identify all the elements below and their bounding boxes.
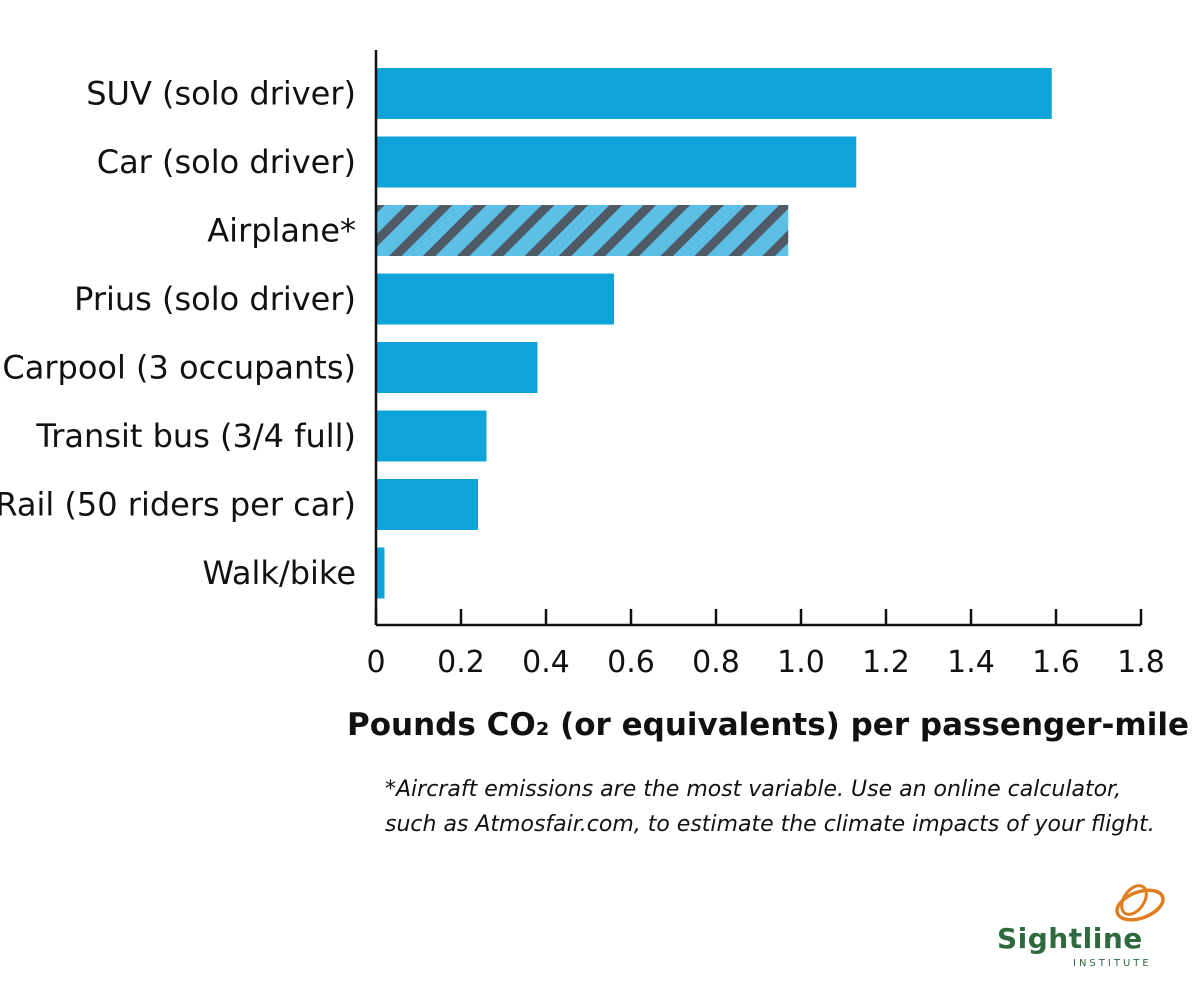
x-tick-label-2: 0.2	[437, 645, 485, 680]
bar-chart: SUV (solo driver) Car (solo driver) Airpla…	[0, 50, 1189, 743]
category-label-8: Walk/bike	[202, 554, 356, 592]
category-label-3: Airplane*	[207, 212, 356, 250]
x-tick-label-8: 1.4	[947, 645, 995, 680]
footnote: *Aircraft emissions are the most variabl…	[385, 772, 1185, 842]
orbit-logo-icon	[1115, 884, 1165, 922]
x-tick-label-7: 1.2	[862, 645, 910, 680]
bar-8	[376, 547, 385, 599]
x-tick-label-5: 0.8	[692, 645, 740, 680]
category-label-6: Transit bus (3/4 full)	[35, 417, 356, 455]
logo-name: Sightline	[997, 922, 1143, 955]
footnote-line-2: such as Atmosfair.com, to estimate the c…	[385, 812, 1155, 837]
bar-4	[376, 273, 614, 325]
x-tick-label-3: 0.4	[522, 645, 570, 680]
x-tick-label-6: 1.0	[777, 645, 825, 680]
bar-3	[376, 205, 789, 256]
bar-7	[376, 479, 478, 530]
footnote-line-1: *Aircraft emissions are the most variabl…	[385, 777, 1122, 802]
x-tick-label-4: 0.6	[607, 645, 655, 680]
bar-6	[376, 410, 487, 462]
logo-subtitle: INSTITUTE	[1073, 958, 1152, 969]
category-label-7: Rail (50 riders per car)	[0, 486, 356, 524]
bar-2	[376, 136, 857, 188]
x-tick-label-9: 1.6	[1032, 645, 1080, 680]
x-tick-label-10: 1.8	[1117, 645, 1165, 680]
x-axis-label: Pounds CO₂ (or equivalents) per passenge…	[347, 707, 1189, 743]
category-label-1: SUV (solo driver)	[86, 75, 356, 113]
category-label-2: Car (solo driver)	[97, 143, 356, 181]
category-label-4: Prius (solo driver)	[74, 280, 356, 318]
x-tick-label-1: 0	[366, 645, 385, 680]
sightline-logo: Sightline INSTITUTE	[985, 880, 1185, 980]
bar-5	[376, 342, 538, 393]
bar-1	[376, 68, 1052, 119]
category-label-5: Carpool (3 occupants)	[2, 349, 356, 387]
